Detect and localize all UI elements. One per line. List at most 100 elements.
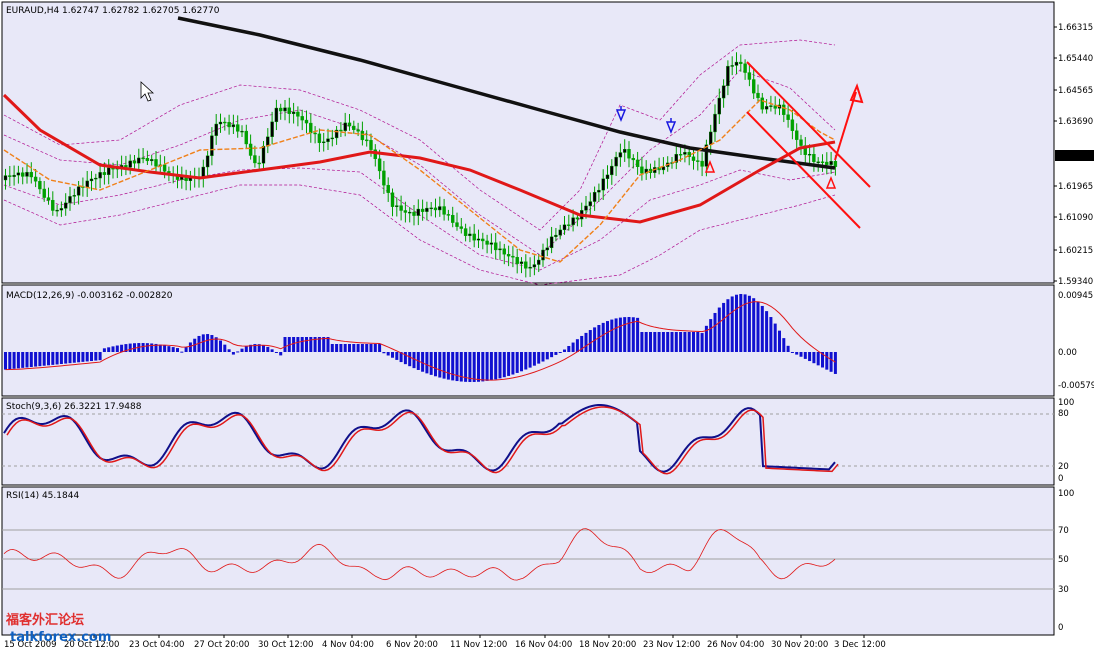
macd-bar <box>352 344 356 352</box>
macd-bar <box>38 352 42 367</box>
macd-bar <box>257 344 261 352</box>
rsi-panel[interactable]: RSI(14) 45.1844 100 70 50 30 0 <box>1 486 1074 636</box>
macd-bar <box>339 344 343 352</box>
candle-body <box>640 166 644 174</box>
candle-body <box>369 140 373 150</box>
candle-body <box>506 254 511 257</box>
candle-body <box>498 248 502 251</box>
macd-bar <box>494 352 498 380</box>
macd-bar <box>816 352 820 366</box>
macd-bar <box>778 330 781 352</box>
macd-bar <box>107 347 111 352</box>
macd-bar <box>477 352 480 382</box>
time-label: 18 Nov 20:00 <box>579 640 636 650</box>
macd-bar <box>790 352 794 353</box>
candle-body <box>747 72 752 80</box>
candle-body <box>326 138 330 143</box>
candle-body <box>274 107 279 123</box>
macd-bar <box>85 352 89 362</box>
macd-bar <box>588 330 592 352</box>
macd-bar <box>674 332 678 352</box>
candle-body <box>816 161 820 163</box>
macd-panel[interactable]: MACD(12,26,9) -0.003162 -0.002820 0.0094… <box>1 284 1094 397</box>
macd-bar <box>829 352 833 372</box>
candle-body <box>812 154 816 162</box>
price-panel[interactable]: EURAUD,H4 1.62747 1.62782 1.62705 1.6277… <box>1 1 1094 287</box>
macd-bar <box>309 337 313 352</box>
macd-bar <box>249 344 253 352</box>
macd-bar <box>68 352 72 364</box>
macd-bar <box>59 352 63 365</box>
stoch-panel-header: Stoch(9,3,6) 26.3221 17.9488 <box>6 402 142 412</box>
macd-bar <box>322 337 326 352</box>
candle-body <box>46 197 51 201</box>
rsi-level-label: 50 <box>1058 555 1069 565</box>
candle-body <box>429 207 433 210</box>
candle-body <box>549 236 554 249</box>
candle-body <box>635 159 640 168</box>
macd-bar <box>704 325 708 352</box>
macd-bar <box>8 352 12 370</box>
macd-bar <box>472 352 476 382</box>
macd-bar <box>631 317 635 352</box>
rsi-level-label: 70 <box>1058 526 1069 536</box>
macd-bar <box>786 345 790 352</box>
candle-body <box>739 61 743 64</box>
macd-bar <box>360 344 364 352</box>
candle-body <box>700 160 704 167</box>
macd-bar <box>743 294 747 352</box>
candle-body <box>141 157 145 160</box>
macd-bar <box>528 352 532 368</box>
macd-bar <box>124 344 128 352</box>
macd-bar <box>386 352 390 356</box>
macd-bar <box>21 352 25 368</box>
candle-body <box>68 196 72 204</box>
macd-bar <box>236 351 240 353</box>
candle-body <box>347 122 352 127</box>
macd-bar <box>98 352 102 361</box>
macd-bar <box>713 312 717 352</box>
candle-body <box>21 172 25 177</box>
macd-bar <box>94 352 98 361</box>
macd-bar <box>34 352 38 367</box>
price-panel-header: EURAUD,H4 1.62747 1.62782 1.62705 1.6277… <box>6 6 220 16</box>
candle-body <box>218 121 223 125</box>
candle-body <box>51 199 55 211</box>
candle-body <box>300 116 304 121</box>
candle-body <box>240 130 244 133</box>
macd-bar <box>717 307 721 352</box>
mouse-cursor-icon <box>140 81 155 102</box>
price-level-label: 1.64565 <box>1058 86 1093 96</box>
macd-bar <box>403 352 407 365</box>
macd-bar <box>782 338 786 352</box>
macd-signal-line <box>5 301 836 381</box>
candle-body <box>674 154 678 163</box>
candle-body <box>451 214 455 223</box>
macd-bar <box>231 352 235 355</box>
macd-bar <box>296 337 300 352</box>
candle-body <box>408 211 412 214</box>
macd-bar <box>769 317 773 352</box>
band-line <box>3 184 836 286</box>
time-label: 4 Nov 04:00 <box>322 640 374 650</box>
macd-bar <box>760 305 764 352</box>
candle-body <box>283 107 287 112</box>
macd-bar <box>176 348 179 352</box>
macd-bar <box>657 332 661 352</box>
candle-body <box>106 167 111 175</box>
macd-bar <box>666 332 670 352</box>
candle-body <box>386 184 390 193</box>
time-label: 15 Oct 2009 <box>4 640 57 650</box>
candle-body <box>717 97 721 115</box>
macd-bar <box>391 352 394 358</box>
stoch-level-label: 0 <box>1058 474 1063 484</box>
macd-bar <box>649 332 652 352</box>
candle-body <box>721 85 726 99</box>
macd-bar <box>270 349 274 352</box>
price-level-label: 1.61965 <box>1058 182 1093 192</box>
candle-body <box>330 137 334 140</box>
candle-body <box>365 139 369 142</box>
macd-scale: 0.00945 0.00 -0.00579 <box>1058 291 1094 391</box>
